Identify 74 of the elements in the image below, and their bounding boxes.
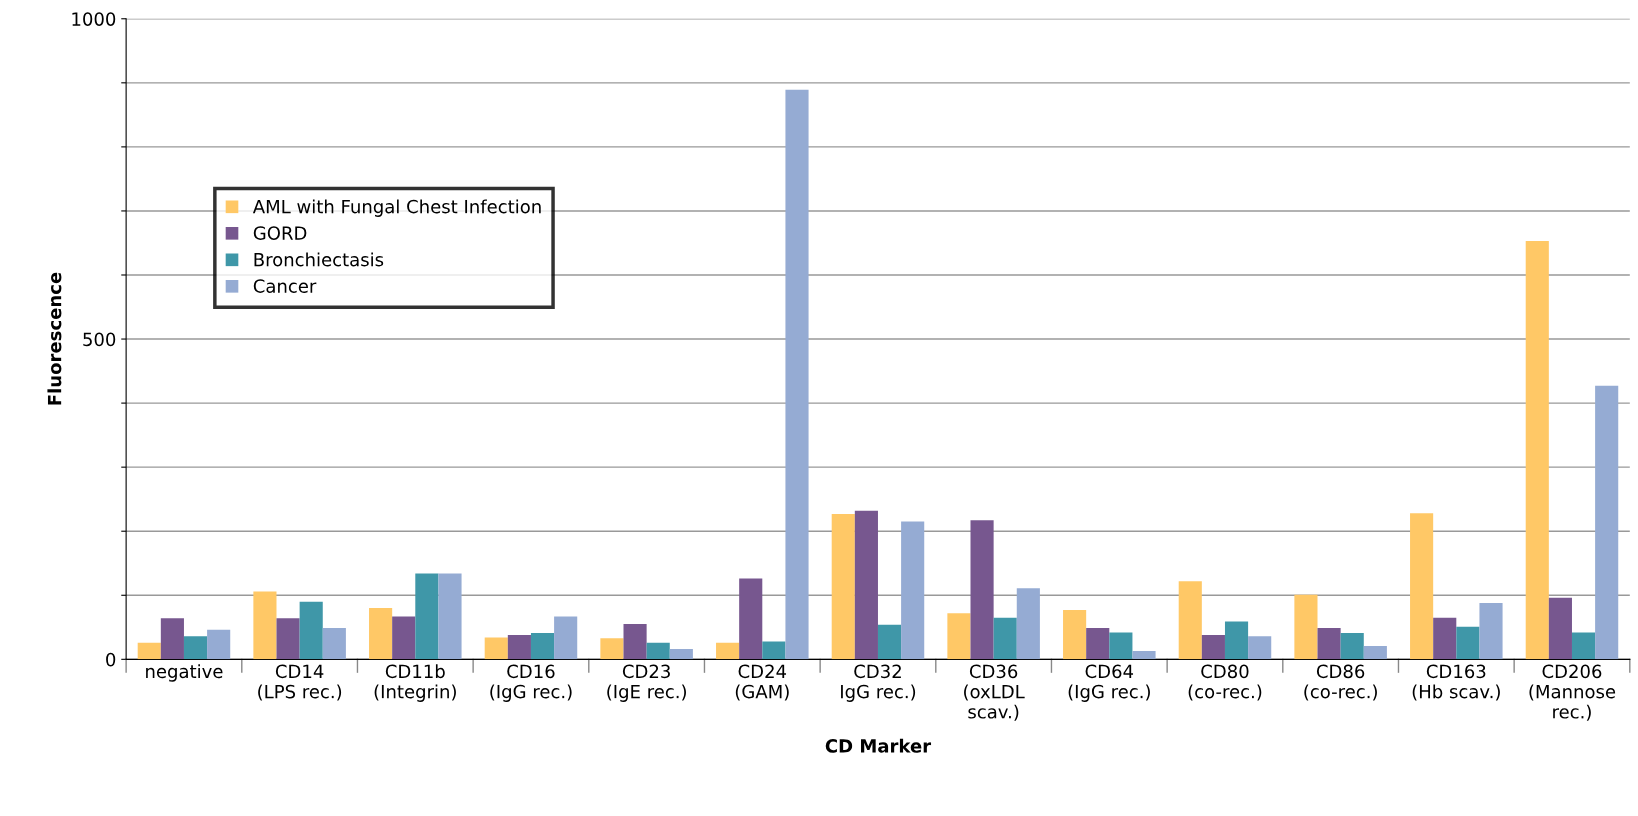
bar — [1317, 627, 1341, 660]
bar — [137, 642, 161, 660]
bar — [1063, 610, 1087, 660]
x-tick-label: CD16 (IgG rec.) — [490, 664, 572, 702]
bar — [623, 624, 647, 660]
bar — [1479, 602, 1503, 660]
bar — [1294, 594, 1318, 660]
bar — [1548, 597, 1572, 660]
bar — [993, 617, 1017, 660]
bar — [484, 637, 508, 660]
legend-label: GORD — [253, 226, 307, 240]
x-tick-label: CD23 (IgE rec.) — [607, 664, 686, 702]
bar — [160, 618, 184, 660]
bar — [739, 578, 763, 660]
bar — [1132, 651, 1156, 660]
x-tick-label: CD36 (oxLDL scav.) — [964, 664, 1025, 721]
bar — [507, 634, 531, 660]
bar — [1410, 513, 1434, 660]
bar — [1456, 626, 1480, 660]
bar — [600, 638, 624, 660]
bar — [1340, 633, 1364, 660]
bar — [1016, 588, 1040, 660]
x-tick-label: CD80 (co-rec.) — [1188, 664, 1262, 701]
bar — [1571, 632, 1596, 660]
legend-label: AML with Fungal Chest Infection — [252, 199, 541, 217]
bar — [276, 618, 300, 660]
y-axis-title: Fluorescence — [47, 272, 62, 405]
bar — [646, 642, 670, 660]
x-tick-label: CD11b (Integrin) — [374, 664, 456, 702]
bar — [762, 641, 786, 660]
bar — [1525, 241, 1549, 660]
x-tick-label: negative — [146, 664, 223, 682]
y-tick-label: 1000 — [72, 12, 116, 26]
bar — [1433, 617, 1457, 660]
bar — [1248, 636, 1272, 660]
x-tick-label: CD14 (LPS rec.) — [258, 664, 342, 701]
bar — [877, 624, 902, 660]
bar — [901, 521, 925, 660]
bar — [369, 608, 393, 660]
bar — [415, 573, 439, 660]
bar — [1201, 634, 1225, 660]
bar — [716, 642, 740, 660]
bar — [1109, 632, 1133, 660]
x-tick-label: CD206 (Mannose rec.) — [1529, 664, 1616, 721]
bar — [970, 520, 994, 660]
x-axis-title: CD Marker — [825, 738, 932, 753]
y-tick-label: 0 — [106, 652, 116, 667]
bar — [554, 616, 578, 660]
x-tick-label: CD32 IgG rec.) — [841, 664, 916, 702]
bar — [322, 627, 346, 660]
x-tick-label: CD86 (co-rec.) — [1304, 664, 1377, 701]
x-tick-label: CD163 (Hb scav.) — [1412, 664, 1500, 701]
x-tick-label: CD64 (IgG rec.) — [1068, 664, 1150, 702]
bar — [183, 636, 208, 660]
bar — [299, 601, 323, 660]
bar — [1224, 621, 1249, 660]
x-tick-label: CD24 (GAM) — [735, 664, 789, 701]
bar — [392, 616, 416, 660]
bar — [207, 629, 231, 660]
y-tick-label: 500 — [83, 332, 116, 347]
bar — [530, 633, 555, 660]
legend-label: Bronchiectasis — [254, 252, 384, 267]
bar — [785, 89, 809, 660]
bar — [1363, 645, 1387, 660]
bar — [438, 573, 462, 660]
bar — [253, 591, 277, 660]
bar — [947, 613, 971, 660]
bar — [1595, 385, 1619, 660]
bar — [831, 513, 855, 660]
legend-label: Cancer — [253, 279, 317, 293]
bar — [1178, 581, 1202, 660]
bar — [669, 649, 693, 660]
bar — [854, 510, 878, 660]
bar — [1086, 627, 1110, 660]
